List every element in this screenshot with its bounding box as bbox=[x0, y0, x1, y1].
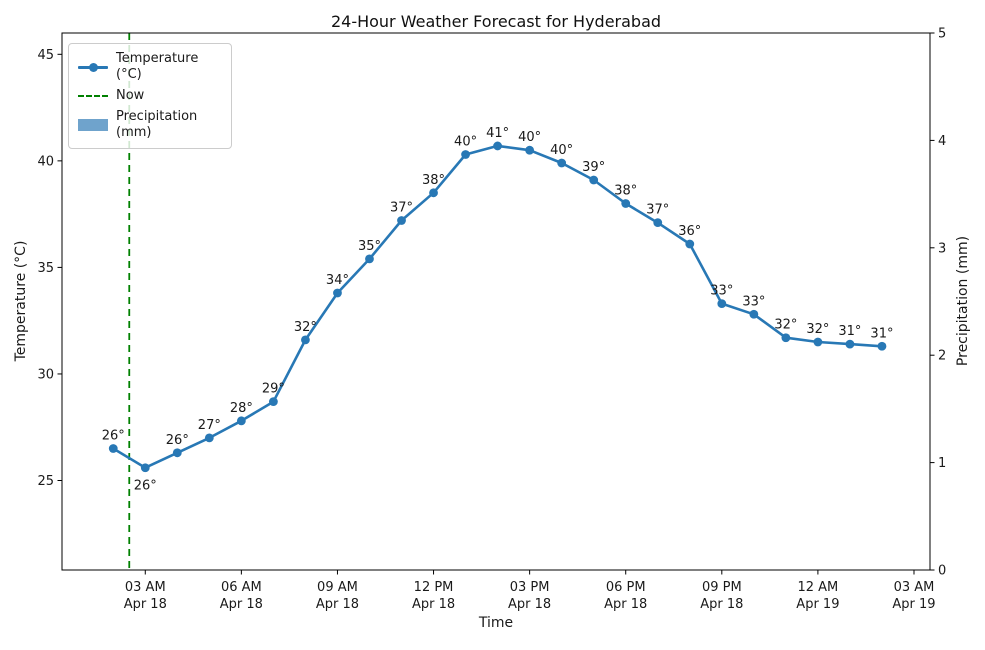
temperature-point-label: 31° bbox=[838, 324, 861, 339]
legend-label-temperature: Temperature (°C) bbox=[116, 51, 199, 82]
temperature-point bbox=[461, 150, 470, 159]
x-tick-date-label: Apr 18 bbox=[700, 597, 743, 612]
temperature-point bbox=[589, 175, 599, 185]
temperature-point-label: 33° bbox=[742, 294, 765, 309]
temperature-point-label: 26° bbox=[166, 433, 189, 448]
chart-title: 24-Hour Weather Forecast for Hyderabad bbox=[330, 12, 662, 31]
legend-item-precipitation: Precipitation (mm) bbox=[78, 109, 222, 141]
x-tick-date-label: Apr 18 bbox=[412, 597, 455, 612]
x-tick-date-label: Apr 18 bbox=[508, 597, 551, 612]
precipitation-patch-icon bbox=[78, 119, 108, 131]
x-tick-time-label: 06 PM bbox=[606, 580, 646, 595]
temperature-point-label: 40° bbox=[454, 134, 477, 149]
temperature-line bbox=[111, 144, 884, 470]
temperature-point bbox=[813, 337, 823, 347]
temperature-point bbox=[172, 448, 182, 458]
x-tick-date-label: Apr 18 bbox=[316, 597, 359, 612]
temperature-point bbox=[621, 199, 631, 208]
x-tick-time-label: 03 PM bbox=[510, 580, 550, 595]
temperature-point bbox=[749, 309, 759, 319]
x-tick-time-label: 06 AM bbox=[221, 580, 262, 595]
temperature-point bbox=[333, 288, 342, 298]
temperature-point bbox=[781, 333, 791, 343]
x-tick-date-label: Apr 18 bbox=[124, 597, 167, 612]
temperature-point-label: 38° bbox=[422, 173, 445, 188]
left-y-tick-label: 45 bbox=[37, 48, 54, 63]
right-y-tick-label: 3 bbox=[938, 241, 946, 256]
temperature-point-label: 32° bbox=[806, 322, 829, 337]
temperature-point bbox=[204, 433, 214, 443]
x-tick-time-label: 09 PM bbox=[702, 580, 742, 595]
temperature-point bbox=[268, 397, 278, 407]
temperature-point bbox=[397, 216, 406, 225]
temperature-point-label: 35° bbox=[358, 239, 381, 254]
left-y-axis-label: Temperature (°C) bbox=[13, 240, 29, 362]
temperature-point-label: 39° bbox=[582, 160, 605, 175]
temperature-point bbox=[493, 141, 503, 151]
x-axis-label: Time bbox=[478, 615, 514, 631]
temperature-point-label: 29° bbox=[262, 382, 285, 397]
plot-border bbox=[61, 32, 931, 571]
temperature-point bbox=[365, 254, 374, 264]
temperature-point bbox=[525, 145, 535, 155]
temperature-point-label: 36° bbox=[678, 224, 701, 239]
temperature-point bbox=[685, 239, 695, 249]
x-tick-time-label: 09 AM bbox=[317, 580, 358, 595]
x-tick-date-label: Apr 19 bbox=[796, 597, 839, 612]
right-y-tick-label: 4 bbox=[938, 134, 946, 149]
temperature-point bbox=[236, 416, 246, 426]
temperature-point-label: 32° bbox=[294, 320, 317, 335]
right-y-tick-label: 5 bbox=[938, 27, 946, 42]
left-y-tick-label: 35 bbox=[37, 261, 54, 276]
right-y-axis-label: Precipitation (mm) bbox=[955, 235, 971, 367]
x-tick-date-label: Apr 18 bbox=[604, 597, 647, 612]
temperature-point bbox=[717, 299, 727, 309]
temperature-point-label: 27° bbox=[198, 418, 221, 433]
left-y-tick-label: 40 bbox=[37, 154, 54, 169]
temperature-point bbox=[845, 339, 855, 349]
temperature-point-label: 37° bbox=[646, 203, 669, 218]
temperature-point-label: 26° bbox=[102, 429, 125, 444]
legend-item-now: Now bbox=[78, 88, 222, 104]
x-tick-time-label: 12 PM bbox=[414, 580, 454, 595]
x-tick-date-label: Apr 18 bbox=[220, 597, 263, 612]
temperature-point-label: 41° bbox=[486, 126, 509, 141]
temperature-point-label: 26° bbox=[134, 479, 157, 494]
temperature-point bbox=[140, 463, 150, 473]
temperature-point-label: 28° bbox=[230, 401, 253, 416]
temperature-point-label: 34° bbox=[326, 273, 349, 288]
x-tick-time-label: 12 AM bbox=[797, 580, 838, 595]
temperature-point bbox=[877, 341, 887, 351]
right-y-tick-label: 0 bbox=[938, 564, 946, 579]
temperature-point-label: 38° bbox=[614, 183, 637, 198]
legend: Temperature (°C) Now Precipitation (mm) bbox=[68, 43, 232, 149]
temperature-point bbox=[557, 158, 567, 168]
temperature-line-marker-icon bbox=[78, 62, 108, 72]
temperature-point-label: 37° bbox=[390, 201, 413, 216]
temperature-point-label: 32° bbox=[774, 318, 797, 333]
legend-label-now: Now bbox=[116, 88, 145, 103]
left-y-tick-label: 25 bbox=[37, 474, 54, 489]
temperature-point-label: 40° bbox=[550, 143, 573, 158]
temperature-point bbox=[108, 444, 118, 453]
temperature-point-label: 40° bbox=[518, 130, 541, 145]
legend-label-precipitation: Precipitation (mm) bbox=[116, 109, 198, 140]
left-y-tick-label: 30 bbox=[37, 367, 54, 382]
temperature-point-label: 31° bbox=[870, 326, 893, 341]
right-y-tick-label: 2 bbox=[938, 349, 946, 364]
temperature-point bbox=[653, 218, 663, 228]
legend-item-temperature: Temperature (°C) bbox=[78, 51, 222, 83]
x-tick-time-label: 03 AM bbox=[125, 580, 166, 595]
temperature-point bbox=[429, 188, 438, 198]
x-tick-time-label: 03 AM bbox=[894, 580, 935, 595]
right-y-tick-label: 1 bbox=[938, 456, 946, 471]
now-dashed-line-icon bbox=[78, 95, 108, 97]
x-tick-date-label: Apr 19 bbox=[892, 597, 935, 612]
temperature-point-label: 33° bbox=[710, 284, 733, 299]
temperature-point bbox=[301, 335, 310, 345]
